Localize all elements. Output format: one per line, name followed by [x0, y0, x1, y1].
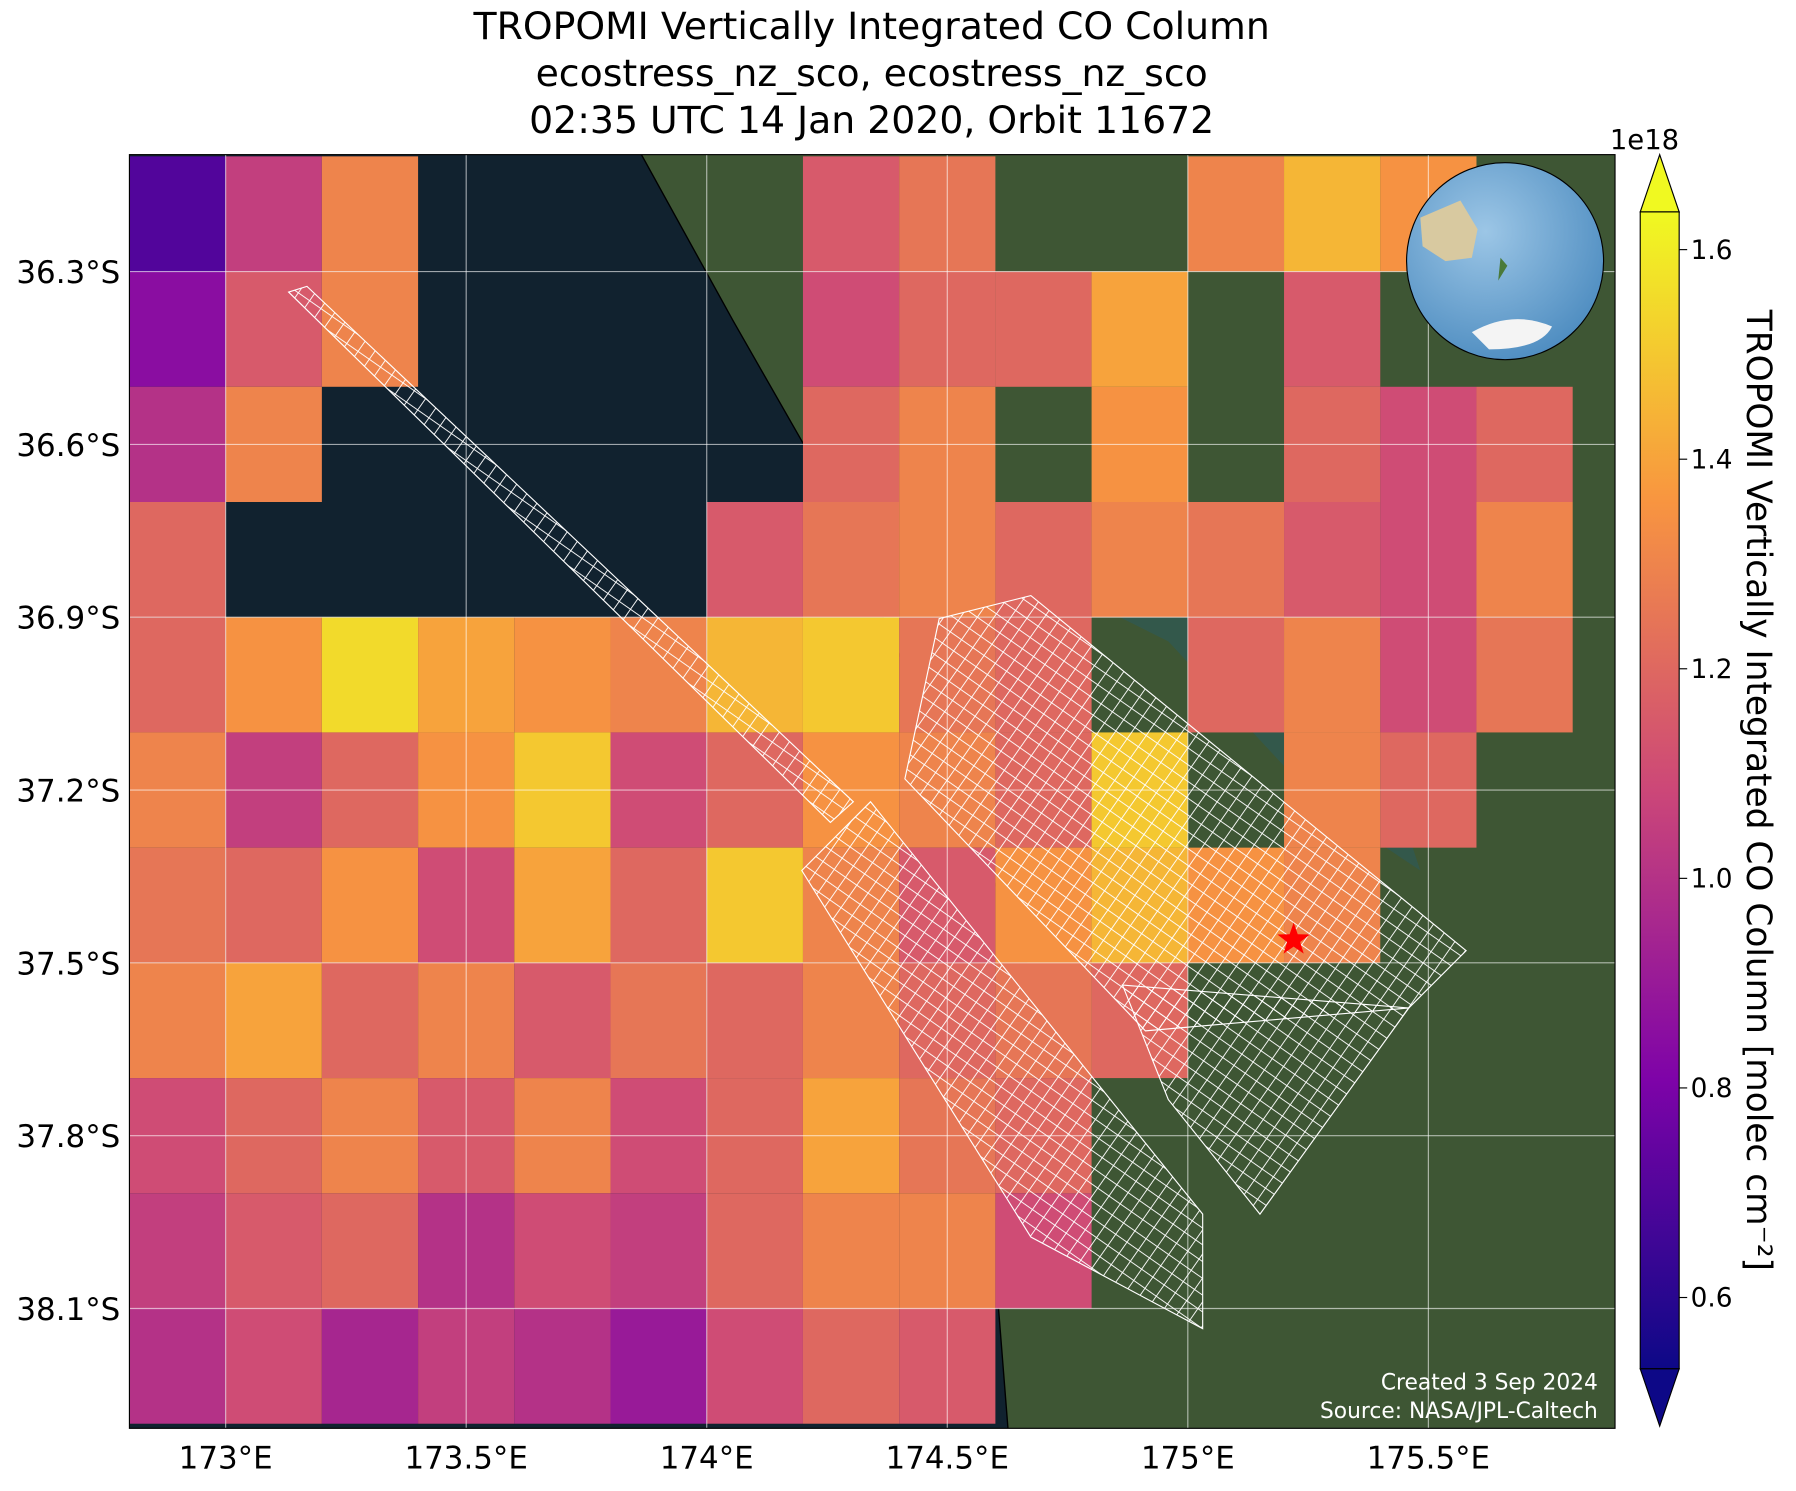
footer-source: Source: NASA/JPL-Caltech [1320, 1399, 1598, 1424]
cell [321, 847, 419, 963]
cell [1187, 156, 1285, 272]
inset-globe [1405, 162, 1605, 361]
cell [802, 1193, 900, 1309]
cell [802, 271, 900, 387]
colorbar-exponent: 1e18 [1610, 124, 1679, 156]
colorbar-label: TROPOMI Vertically Integrated CO Column … [1738, 309, 1778, 1271]
cell [1284, 502, 1381, 618]
colorbar: 1e18 TROPOMI Vertically Integrated CO Co… [1610, 124, 1778, 1428]
australia [1420, 200, 1478, 262]
cell [129, 617, 226, 733]
cell [129, 502, 226, 618]
y-tick-label: 37.5°S [16, 946, 120, 982]
cell [1187, 502, 1285, 618]
colorbar-tick-label: 0.6 [1691, 1284, 1733, 1314]
cell [802, 617, 900, 733]
cell [706, 502, 803, 618]
title-line: TROPOMI Vertically Integrated CO Column [473, 4, 1270, 48]
cell [129, 962, 226, 1079]
footprint [287, 285, 855, 824]
cell [706, 847, 803, 963]
cell [225, 617, 322, 733]
cell [802, 502, 900, 618]
cell [321, 1193, 419, 1309]
colorbar-extend-min [1639, 1368, 1680, 1428]
cell [225, 1193, 322, 1309]
map-frame [128, 154, 1616, 1429]
cell [321, 1308, 419, 1424]
title-line: ecostress_nz_sco, ecostress_nz_sco [536, 51, 1208, 95]
cell [802, 1308, 900, 1424]
site-marker [1277, 922, 1311, 954]
gridlines [129, 154, 1616, 1429]
cell [1187, 617, 1285, 733]
cell [1476, 502, 1573, 618]
cell [706, 1193, 803, 1309]
x-tick-label: 174°E [660, 1440, 754, 1476]
cell [514, 617, 611, 733]
cell [610, 962, 707, 1079]
cell [129, 847, 226, 963]
cell [1091, 271, 1188, 387]
cell [129, 1308, 226, 1424]
cell [995, 271, 1092, 387]
cell [802, 156, 900, 272]
colorbar-bar [1639, 211, 1680, 1370]
footer-created: Created 3 Sep 2024 [1381, 1370, 1598, 1395]
figure: Created 3 Sep 2024 Source: NASA/JPL-Calt… [16, 4, 1777, 1476]
colorbar-tick-label: 1.4 [1691, 445, 1733, 475]
cell [321, 156, 419, 272]
antarctica [1471, 319, 1553, 350]
cell [514, 847, 611, 963]
cell [225, 156, 322, 272]
cell [129, 271, 226, 387]
title-line: 02:35 UTC 14 Jan 2020, Orbit 11672 [529, 98, 1214, 142]
y-tick-label: 36.6°S [16, 428, 120, 464]
cell [610, 1308, 707, 1424]
cell [514, 1193, 611, 1309]
cell [610, 847, 707, 963]
cell [706, 1308, 803, 1424]
new-zealand [1498, 257, 1508, 281]
cell [1091, 502, 1188, 618]
y-tick-label: 36.9°S [16, 601, 120, 637]
x-tick-label: 175°E [1141, 1440, 1235, 1476]
y-tick-label: 38.1°S [16, 1292, 120, 1328]
cell [225, 1308, 322, 1424]
x-tick-label: 175.5°E [1367, 1440, 1490, 1476]
colorbar-tick-label: 1.0 [1691, 865, 1733, 895]
cell [321, 617, 419, 733]
colorbar-tick-label: 1.6 [1691, 236, 1733, 266]
y-tick-label: 37.8°S [16, 1119, 120, 1155]
cell [129, 156, 226, 272]
cell [1284, 271, 1381, 387]
cell [225, 847, 322, 963]
colorbar-tick-label: 0.8 [1691, 1074, 1733, 1104]
cell [706, 962, 803, 1079]
x-tick-label: 174.5°E [886, 1440, 1009, 1476]
cell [610, 1193, 707, 1309]
cell [995, 502, 1092, 618]
x-tick-label: 173.5°E [404, 1440, 527, 1476]
footprint [801, 800, 1204, 1330]
colorbar-tick-label: 1.2 [1691, 655, 1733, 685]
y-tick-label: 37.2°S [16, 773, 120, 809]
cell [514, 1308, 611, 1424]
cell [1284, 156, 1381, 272]
footprints [287, 285, 1467, 1330]
footprint [1121, 984, 1410, 1216]
colorbar-extend-max [1639, 152, 1680, 213]
cell [321, 962, 419, 1079]
y-tick-label: 36.3°S [16, 255, 120, 291]
cell [1476, 617, 1573, 733]
cell [1284, 617, 1381, 733]
cell [129, 1193, 226, 1309]
x-tick-label: 173°E [179, 1440, 273, 1476]
cell [225, 962, 322, 1079]
cell [514, 962, 611, 1079]
